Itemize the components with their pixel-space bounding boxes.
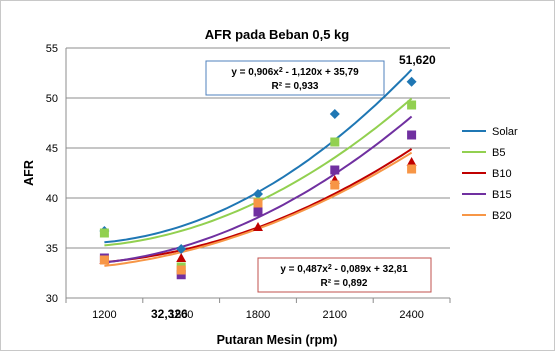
y-tick-50: 50 [46,93,58,105]
x-tick-1500: 1500 [169,309,193,321]
x-axis-title: Putaran Mesin (rpm) [217,333,338,347]
x-tick-1800: 1800 [246,309,270,321]
eq-top-prefix: y = 0,906x [231,67,279,78]
point-solar-2100 [329,109,340,119]
point-solar-2400 [406,76,417,87]
y-tick-labels: 30 35 40 45 50 55 [46,43,58,305]
equation-top-line2: R² = 0,933 [272,81,319,92]
trendline-b15 [104,115,413,264]
legend: Solar B5 B10 B15 B20 [462,126,518,222]
point-b10-1800 [253,222,263,231]
legend-label-b20: B20 [492,210,512,222]
min-value-label: 32,326 [151,307,188,321]
point-b15-2400 [407,130,417,140]
point-b20-1200 [99,255,109,265]
equation-bottom-line2: R² = 0,892 [321,278,368,289]
point-b10-1500 [176,253,187,262]
y-tick-55: 55 [46,43,58,55]
axes [65,48,451,303]
point-b5-2100 [330,137,340,147]
y-tick-35: 35 [46,243,58,255]
point-b20-2100 [330,180,340,190]
equation-box-top: y = 0,906x2 - 1,120x + 35,79 R² = 0,933 [205,60,385,96]
x-tick-2100: 2100 [323,309,347,321]
point-b20-1800 [253,198,263,208]
legend-label-b15: B15 [492,189,512,201]
eq-top-sup: 2 [279,67,283,74]
point-b20-1500 [176,265,186,275]
equation-bottom-line1: y = 0,487x2 - 0,089x + 32,81 [280,264,408,276]
y-tick-45: 45 [46,143,58,155]
point-solar-1800 [253,189,263,199]
y-axis-title: AFR [22,160,36,186]
x-tick-2400: 2400 [399,309,423,321]
x-tick-1200: 1200 [92,309,116,321]
y-tick-40: 40 [46,193,58,205]
point-b10-2400 [406,157,417,166]
point-solar-1500 [176,244,187,254]
point-b20-2400 [407,164,417,174]
equation-box-top-border [205,60,385,96]
point-b15-1500 [176,270,186,280]
max-value-label: 51,620 [399,53,436,67]
equation-box-bottom: y = 0,487x2 - 0,089x + 32,81 R² = 0,892 [257,257,432,293]
y-tick-30: 30 [46,293,58,305]
point-b5-2400 [407,100,417,110]
point-b15-1800 [253,207,263,217]
data-points [99,76,417,280]
eq-bottom-prefix: y = 0,487x [280,264,328,275]
point-b15-2100 [330,165,340,175]
eq-bottom-suffix: - 0,089x + 32,81 [332,264,408,275]
legend-label-solar: Solar [492,126,518,138]
point-b5-1200 [99,228,109,238]
eq-bottom-sup: 2 [328,264,332,271]
eq-top-suffix: - 1,120x + 35,79 [283,67,359,78]
legend-label-b10: B10 [492,168,512,180]
equation-top-line1: y = 0,906x2 - 1,120x + 35,79 [231,67,359,79]
legend-label-b5: B5 [492,147,505,159]
equation-box-bottom-border [257,257,432,293]
chart-title: AFR pada Beban 0,5 kg [205,27,350,42]
x-tick-labels: 1200 1500 1800 2100 2400 [92,309,424,321]
